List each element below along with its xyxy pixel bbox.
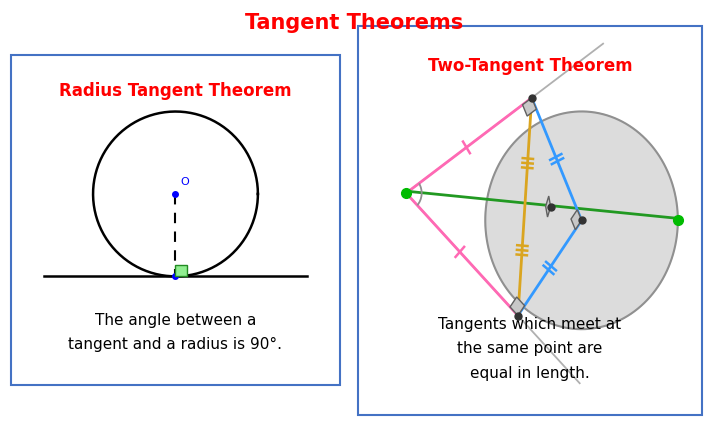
Circle shape xyxy=(485,111,678,329)
Text: Two-Tangent Theorem: Two-Tangent Theorem xyxy=(428,57,632,75)
Polygon shape xyxy=(523,98,536,116)
Polygon shape xyxy=(571,210,581,230)
Polygon shape xyxy=(510,297,525,315)
Text: The angle between a
tangent and a radius is 90°.: The angle between a tangent and a radius… xyxy=(69,313,282,352)
Bar xyxy=(176,265,187,276)
Text: Tangents which meet at
the same point are
equal in length.: Tangents which meet at the same point ar… xyxy=(438,317,622,381)
Text: Radius Tangent Theorem: Radius Tangent Theorem xyxy=(59,82,292,100)
Text: Tangent Theorems: Tangent Theorems xyxy=(245,13,464,33)
FancyBboxPatch shape xyxy=(11,55,340,385)
Text: O: O xyxy=(180,178,189,187)
FancyBboxPatch shape xyxy=(358,26,702,415)
Polygon shape xyxy=(546,196,551,217)
